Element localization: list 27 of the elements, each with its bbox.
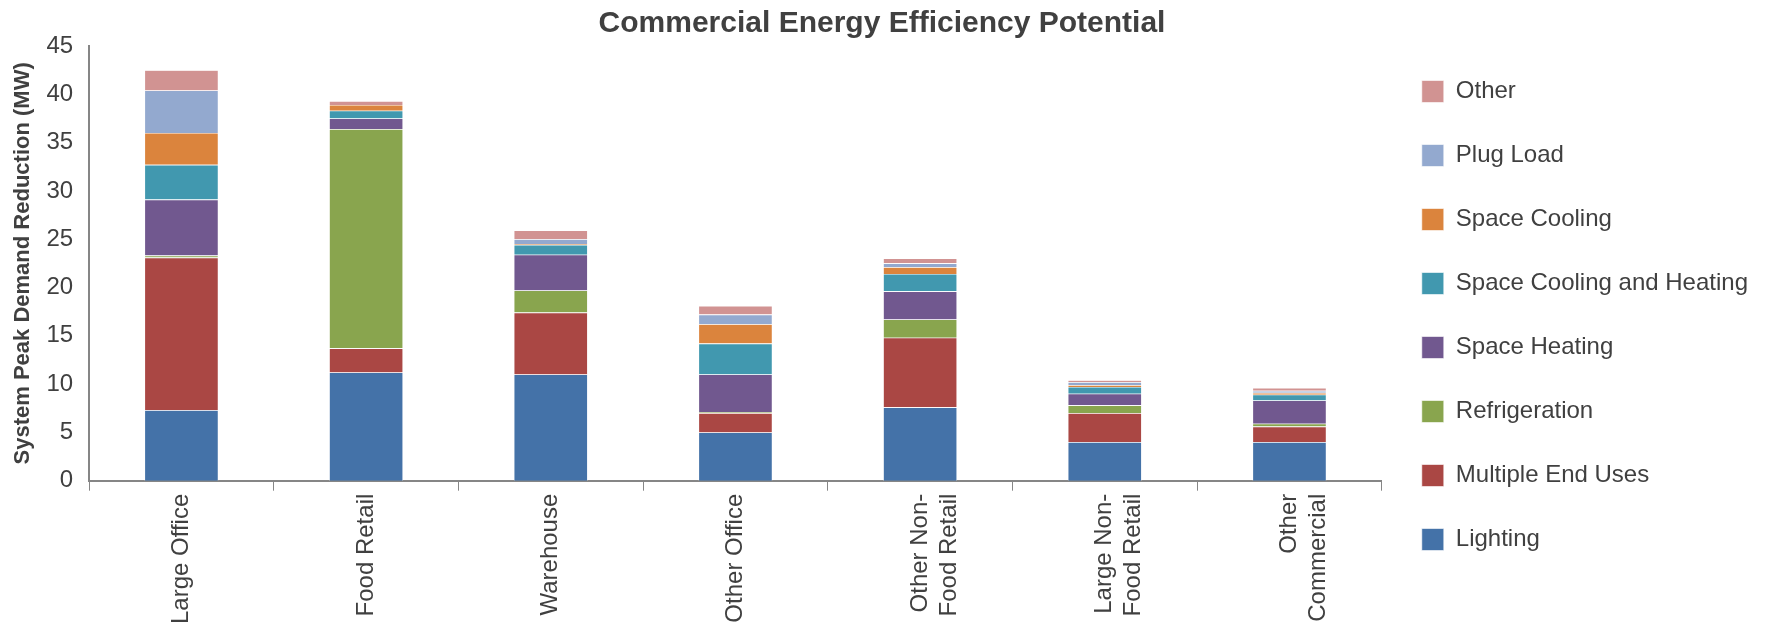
legend-label: Plug Load	[1455, 140, 1564, 168]
y-tick-label: 20	[46, 272, 74, 300]
y-tick-label: 30	[46, 175, 74, 203]
y-tick-label: 5	[59, 417, 74, 445]
y-tick-label: 35	[46, 127, 74, 155]
x-tick-label: Warehouse	[535, 493, 563, 616]
x-tick-label: Other Commercial	[1274, 493, 1330, 622]
y-tick-label: 40	[46, 78, 74, 106]
legend-label: Space Heating	[1455, 332, 1614, 360]
y-tick-label: 10	[46, 368, 74, 396]
y-tick-label: 25	[46, 223, 74, 251]
x-tick-label: Other Non-Food Retail	[904, 493, 961, 617]
x-tick-label: Food Retail	[350, 493, 378, 617]
legend-label: Other	[1455, 76, 1516, 104]
y-tick-label: 45	[46, 30, 74, 58]
chart-title: Commercial Energy Efficiency Potential	[598, 5, 1166, 39]
x-tick-label: Large Non-Food Retail	[1089, 493, 1146, 617]
y-tick-label: 15	[46, 320, 74, 348]
legend-label: Refrigeration	[1455, 396, 1594, 424]
x-tick-label: Large Office	[166, 493, 194, 625]
y-tick-label: 0	[59, 465, 74, 493]
legend-label: Space Cooling and Heating	[1455, 268, 1749, 296]
legend-label: Lighting	[1455, 524, 1540, 552]
legend-label: Space Cooling	[1455, 204, 1612, 232]
legend-label: Multiple End Uses	[1455, 460, 1650, 488]
x-tick-label: Other Office	[720, 493, 748, 623]
y-axis-title: System Peak Demand Reduction (MW)	[9, 62, 35, 465]
